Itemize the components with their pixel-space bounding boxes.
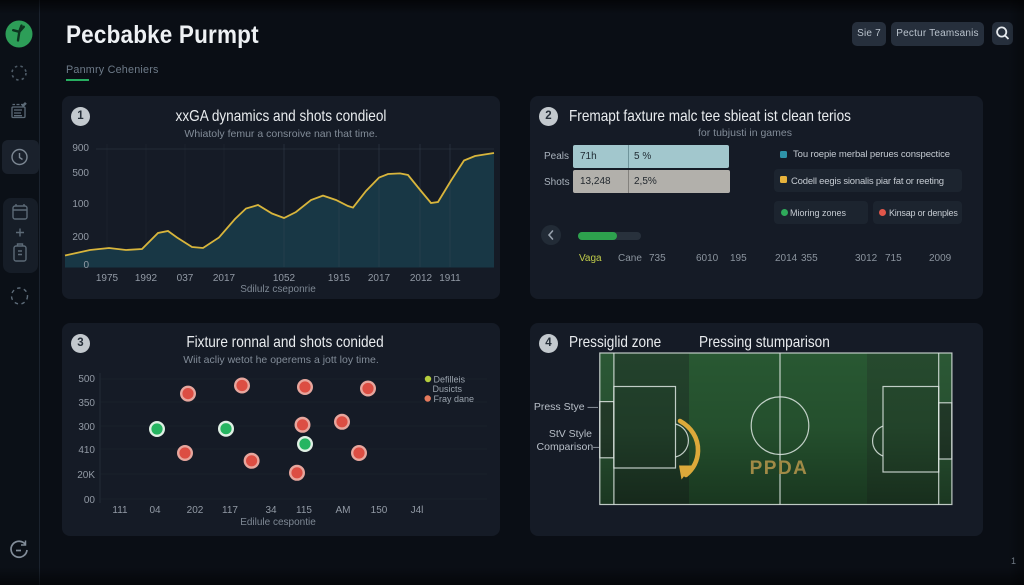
svg-text:04: 04 <box>149 505 161 516</box>
svg-text:1992: 1992 <box>135 273 158 284</box>
svg-text:2012: 2012 <box>410 273 433 284</box>
svg-text:Edilule cespontie: Edilule cespontie <box>240 517 316 528</box>
svg-text:037: 037 <box>177 273 194 284</box>
svg-text:150: 150 <box>371 505 388 516</box>
svg-text:0: 0 <box>83 260 89 271</box>
svg-text:117: 117 <box>222 505 238 516</box>
svg-text:J4l: J4l <box>411 505 424 516</box>
svg-text:1915: 1915 <box>328 273 351 284</box>
svg-text:1975: 1975 <box>96 273 119 284</box>
svg-text:Defilleis: Defilleis <box>434 375 466 385</box>
svg-text:AM: AM <box>336 505 351 516</box>
svg-text:115: 115 <box>296 505 312 516</box>
svg-text:100: 100 <box>72 199 89 210</box>
svg-text:200: 200 <box>72 232 89 243</box>
svg-text:Sdilulz cseponrie: Sdilulz cseponrie <box>240 284 316 295</box>
svg-text:Dusicts: Dusicts <box>433 384 463 394</box>
svg-text:350: 350 <box>78 398 95 409</box>
svg-text:2017: 2017 <box>213 273 236 284</box>
svg-text:1052: 1052 <box>273 273 296 284</box>
svg-text:Fray dane: Fray dane <box>434 394 475 404</box>
svg-text:900: 900 <box>72 143 89 154</box>
svg-text:PPDA: PPDA <box>750 458 809 479</box>
svg-text:00: 00 <box>84 495 96 506</box>
svg-text:34: 34 <box>265 505 277 516</box>
svg-text:500: 500 <box>78 374 95 385</box>
svg-text:20K: 20K <box>77 470 95 481</box>
svg-text:202: 202 <box>187 505 204 516</box>
svg-text:300: 300 <box>78 422 95 433</box>
svg-text:2017: 2017 <box>368 273 391 284</box>
svg-text:111: 111 <box>112 505 128 516</box>
svg-text:410: 410 <box>78 445 95 456</box>
svg-text:500: 500 <box>72 168 89 179</box>
svg-text:1911: 1911 <box>439 273 461 284</box>
